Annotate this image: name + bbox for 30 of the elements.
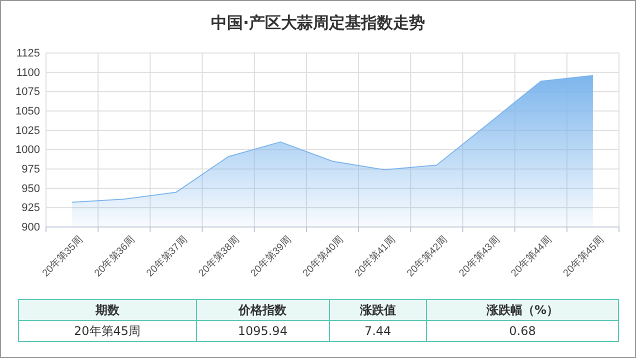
x-tick-label: 20年第36周 [92, 234, 138, 280]
y-tick-label: 1075 [16, 86, 40, 98]
chart-title: 中国·产区大蒜周定基指数走势 [210, 13, 426, 32]
y-tick-label: 1000 [16, 144, 40, 156]
y-tick-label: 900 [22, 222, 40, 234]
x-tick-label: 20年第42周 [404, 234, 450, 280]
x-tick-label: 20年第38周 [196, 234, 242, 280]
x-tick-label: 20年第37周 [144, 234, 190, 280]
x-tick-label: 20年第43周 [456, 234, 502, 280]
x-tick-label: 20年第35周 [40, 234, 86, 280]
y-tick-label: 1100 [16, 66, 40, 79]
text: 20年第45周 [18, 320, 196, 342]
y-tick-label: 950 [22, 182, 40, 195]
x-tick-label: 20年第39周 [248, 234, 294, 280]
y-tick-label: 1050 [16, 106, 40, 118]
y-tick-label: 1025 [16, 124, 40, 137]
text: 涨跌幅（%） [426, 300, 618, 320]
text: 0.68 [426, 320, 618, 342]
text: 1095.94 [196, 320, 330, 342]
x-tick-label: 20年第41周 [352, 234, 398, 280]
text: 7.44 [329, 320, 426, 342]
text: 涨跌值 [329, 300, 426, 320]
y-tick-label: 975 [22, 164, 40, 176]
text: 期数 [18, 300, 196, 320]
y-tick-label: 925 [22, 202, 40, 214]
text: 价格指数 [196, 300, 330, 320]
y-tick-label: 1125 [16, 48, 40, 60]
x-tick-label: 20年第44周 [508, 234, 554, 280]
x-tick-label: 20年第40周 [300, 234, 346, 280]
x-tick-label: 20年第45周 [560, 234, 606, 280]
